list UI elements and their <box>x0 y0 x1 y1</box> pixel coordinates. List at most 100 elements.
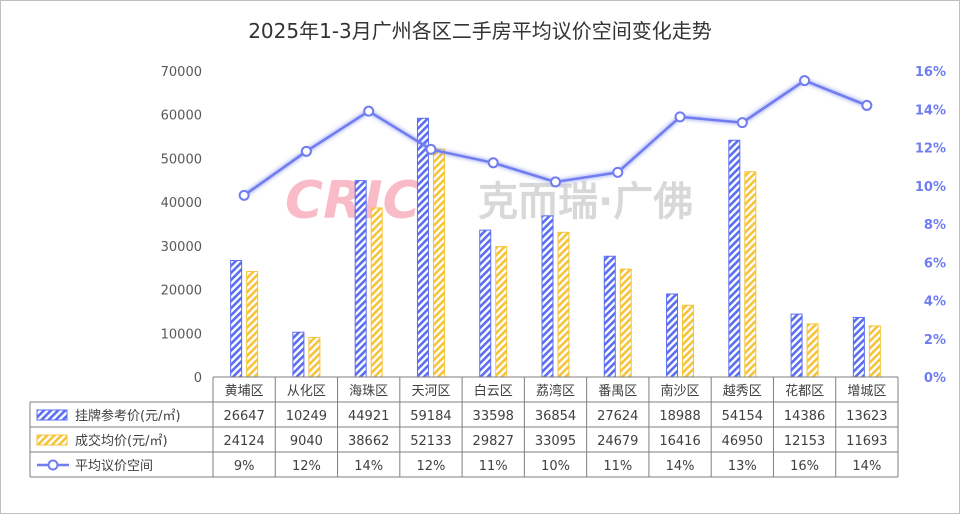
table-cell-bargaining-space: 11% <box>603 459 632 474</box>
y-right-tick-label: 16% <box>915 65 946 80</box>
table-cell-transaction-price: 12153 <box>784 434 825 449</box>
table-cell-listing-price: 18988 <box>659 409 700 424</box>
category-label: 黄埔区 <box>225 384 264 399</box>
category-label: 荔湾区 <box>536 383 575 399</box>
legend-key-marker <box>47 459 59 471</box>
line-point-marker <box>363 105 375 117</box>
table-row-label: 平均议价空间 <box>75 459 153 474</box>
table-cell-listing-price: 13623 <box>846 409 887 424</box>
table-cell-transaction-price: 24124 <box>223 434 264 449</box>
bar-transaction-price <box>682 304 695 378</box>
table-cell-listing-price: 14386 <box>784 409 825 424</box>
line-point-marker <box>300 145 312 157</box>
table-cell-listing-price: 54154 <box>722 409 763 424</box>
table-cell-transaction-price: 9040 <box>290 434 323 449</box>
table-cell-bargaining-space: 14% <box>852 459 881 474</box>
bar-transaction-price <box>744 171 757 378</box>
bar-series <box>230 117 881 378</box>
category-label: 从化区 <box>287 384 326 399</box>
line-point-marker <box>487 157 499 169</box>
table-cell-bargaining-space: 13% <box>728 459 757 474</box>
y-left-tick-label: 60000 <box>161 109 202 124</box>
table-cell-transaction-price: 16416 <box>659 434 700 449</box>
table-cell-transaction-price: 11693 <box>846 434 887 449</box>
line-point-marker <box>550 176 561 188</box>
table-cell-transaction-price: 33095 <box>535 434 576 449</box>
table-cell-bargaining-space: 16% <box>790 459 819 474</box>
bar-listing-price <box>852 316 865 378</box>
chart-title: 2025年1-3月广州各区二手房平均议价空间变化走势 <box>248 19 712 43</box>
category-label: 天河区 <box>411 384 450 399</box>
table-cell-bargaining-space: 11% <box>479 459 508 474</box>
bar-transaction-price <box>619 268 632 378</box>
y-left-tick-label: 10000 <box>161 327 202 342</box>
table-cell-bargaining-space: 12% <box>417 459 446 474</box>
table-row-label: 成交均价(元/㎡) <box>75 433 168 449</box>
line-point-marker <box>238 189 250 201</box>
bar-transaction-price <box>308 336 321 378</box>
table-cell-bargaining-space: 9% <box>234 459 255 474</box>
bar-listing-price <box>416 117 429 378</box>
bar-listing-price <box>728 139 741 378</box>
y-right-tick-label: 14% <box>915 103 946 118</box>
legend-key-listing-price <box>36 409 68 421</box>
table-cell-transaction-price: 38662 <box>348 434 389 449</box>
bar-listing-price <box>603 255 616 378</box>
table-cell-bargaining-space: 12% <box>292 459 321 474</box>
y-axis-left: 0 10000 20000 30000 40000 50000 60000 70000 <box>161 65 202 386</box>
bar-transaction-price <box>806 323 819 378</box>
category-label: 花都区 <box>785 383 824 399</box>
category-label: 海珠区 <box>349 384 388 399</box>
legend-key-transaction-price <box>36 434 68 446</box>
y-right-tick-label: 10% <box>915 180 946 195</box>
bar-transaction-price <box>495 246 508 378</box>
table-cell-listing-price: 59184 <box>410 409 451 424</box>
table-row-label: 挂牌参考价(元/㎡) <box>75 408 181 424</box>
bar-listing-price <box>666 293 679 378</box>
y-right-tick-label: 0% <box>924 371 946 386</box>
bar-listing-price <box>790 313 803 378</box>
y-left-tick-label: 0 <box>194 371 202 386</box>
line-point-marker <box>861 99 873 111</box>
bar-listing-price <box>541 215 554 378</box>
line-point-marker <box>736 117 748 129</box>
bar-transaction-price <box>868 325 881 378</box>
bar-listing-price <box>230 260 243 378</box>
category-label: 增城区 <box>847 384 886 399</box>
data-table: 黄埔区 从化区 海珠区 天河区 白云区 荔湾区 番禺区 南沙区 越秀区 花都区 增城区挂牌参考价(元… <box>29 376 899 478</box>
bar-transaction-price <box>432 148 445 378</box>
line-point-marker <box>425 143 437 155</box>
bar-transaction-price <box>557 231 570 378</box>
bar-listing-price <box>479 229 492 378</box>
watermark-logo: CRIC <box>285 171 421 231</box>
line-point-marker <box>799 75 811 87</box>
table-cell-bargaining-space: 10% <box>541 459 570 474</box>
y-right-tick-label: 8% <box>924 218 946 233</box>
line-point-marker <box>674 111 686 123</box>
category-label: 番禺区 <box>598 384 637 399</box>
y-left-tick-label: 40000 <box>161 196 202 211</box>
y-right-tick-label: 2% <box>924 333 946 348</box>
line-series <box>238 75 873 201</box>
y-left-tick-label: 70000 <box>161 65 202 80</box>
table-cell-listing-price: 27624 <box>597 409 638 424</box>
table-cell-transaction-price: 52133 <box>410 434 451 449</box>
table-cell-listing-price: 33598 <box>473 409 514 424</box>
y-right-tick-label: 6% <box>924 256 946 271</box>
table-cell-listing-price: 44921 <box>348 409 389 424</box>
table-cell-listing-price: 36854 <box>535 409 576 424</box>
watermark-text: 克而瑞·广佛 <box>478 179 693 225</box>
table-cell-transaction-price: 24679 <box>597 434 638 449</box>
bar-transaction-price <box>370 207 383 378</box>
table-cell-transaction-price: 46950 <box>722 434 763 449</box>
table-cell-bargaining-space: 14% <box>354 459 383 474</box>
table-cell-transaction-price: 29827 <box>473 434 514 449</box>
watermark: CRIC 克而瑞·广佛 <box>285 171 693 231</box>
bar-transaction-price <box>246 271 259 378</box>
table-cell-listing-price: 26647 <box>223 409 264 424</box>
y-right-tick-label: 12% <box>915 142 946 157</box>
bar-listing-price <box>292 331 305 378</box>
category-label: 白云区 <box>474 383 513 399</box>
line-point-marker <box>612 166 624 178</box>
category-label: 越秀区 <box>723 384 762 399</box>
